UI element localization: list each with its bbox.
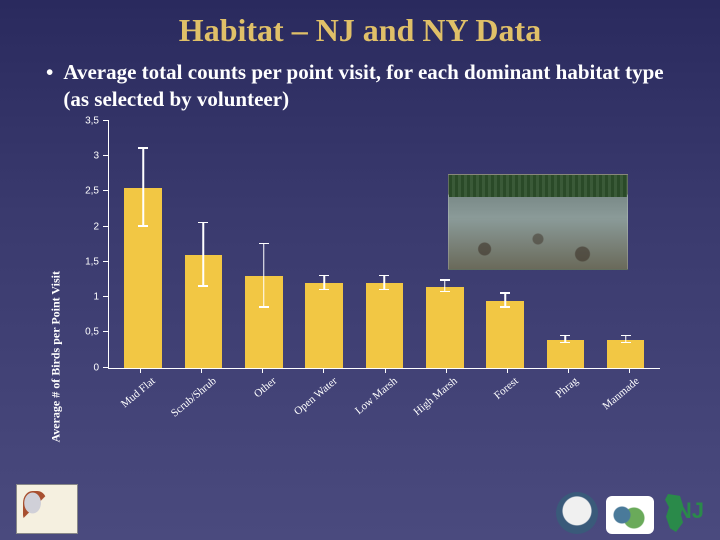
bar-slot [596, 121, 656, 368]
bar-slot [475, 121, 535, 368]
y-tick-label: 3 [93, 151, 99, 162]
error-cap-top [138, 147, 148, 149]
slide-title: Habitat – NJ and NY Data [0, 0, 720, 55]
y-tick [103, 190, 109, 191]
y-tick [103, 155, 109, 156]
error-cap-bottom [500, 306, 510, 308]
y-tick-label: 1,5 [85, 256, 99, 267]
bar-slot [234, 121, 294, 368]
bar [547, 340, 584, 368]
error-cap-top [621, 335, 631, 337]
bar-slot [113, 121, 173, 368]
error-cap-bottom [259, 306, 269, 308]
error-cap-top [198, 222, 208, 224]
logo-nj-state: NJ [662, 492, 704, 534]
y-tick-label: 2 [93, 221, 99, 232]
y-tick [103, 296, 109, 297]
x-label-slot: Other [233, 369, 293, 421]
x-label-slot: Mud Flat [112, 369, 172, 421]
y-tick-label: 1 [93, 292, 99, 303]
error-cap-bottom [440, 291, 450, 293]
y-tick [103, 331, 109, 332]
logo-right-group: NJ [556, 492, 704, 534]
bar [366, 283, 403, 368]
error-bar [142, 149, 144, 227]
error-cap-top [440, 279, 450, 281]
error-bar [263, 244, 265, 308]
bar-slot [535, 121, 595, 368]
bar-slot [415, 121, 475, 368]
error-cap-top [560, 335, 570, 337]
y-tick-label: 0 [93, 362, 99, 373]
bar [607, 340, 644, 368]
error-cap-bottom [379, 289, 389, 291]
y-tick-label: 3,5 [85, 115, 99, 126]
bullet-dot: • [46, 59, 53, 113]
habitat-bar-chart: Average # of Birds per Point Visit 00,51… [60, 121, 660, 421]
error-bar [203, 223, 205, 287]
error-cap-top [259, 243, 269, 245]
y-tick-label: 0,5 [85, 327, 99, 338]
error-cap-bottom [198, 285, 208, 287]
error-cap-top [500, 292, 510, 294]
x-label-slot: Phrag [535, 369, 595, 421]
x-labels-container: Mud FlatScrub/ShrubOtherOpen WaterLow Ma… [108, 369, 660, 421]
y-tick-label: 2,5 [85, 186, 99, 197]
y-tick [103, 261, 109, 262]
bar-slot [354, 121, 414, 368]
y-axis-label: Average # of Birds per Point Visit [49, 271, 64, 443]
bullet-list: • Average total counts per point visit, … [0, 55, 720, 121]
logo-nyc-audubon [556, 492, 598, 534]
bars-container [109, 121, 660, 368]
bullet-text: Average total counts per point visit, fo… [63, 59, 680, 113]
plot-area: 00,511,522,533,5 [108, 121, 660, 369]
error-cap-bottom [319, 289, 329, 291]
x-label-slot: Manmade [596, 369, 656, 421]
footer-logos: NJ [0, 484, 720, 534]
error-cap-bottom [138, 225, 148, 227]
bar-slot [294, 121, 354, 368]
error-cap-top [319, 275, 329, 277]
x-label-slot: High Marsh [414, 369, 474, 421]
bar-slot [173, 121, 233, 368]
bar [486, 301, 523, 368]
bar [305, 283, 342, 368]
y-tick [103, 120, 109, 121]
error-cap-bottom [621, 342, 631, 344]
bar [426, 287, 463, 368]
error-cap-bottom [560, 342, 570, 344]
error-cap-top [379, 275, 389, 277]
logo-meadowlands [606, 496, 654, 534]
bullet-item: • Average total counts per point visit, … [40, 59, 680, 113]
logo-nj-audubon [16, 484, 78, 534]
y-tick [103, 367, 109, 368]
y-tick [103, 226, 109, 227]
